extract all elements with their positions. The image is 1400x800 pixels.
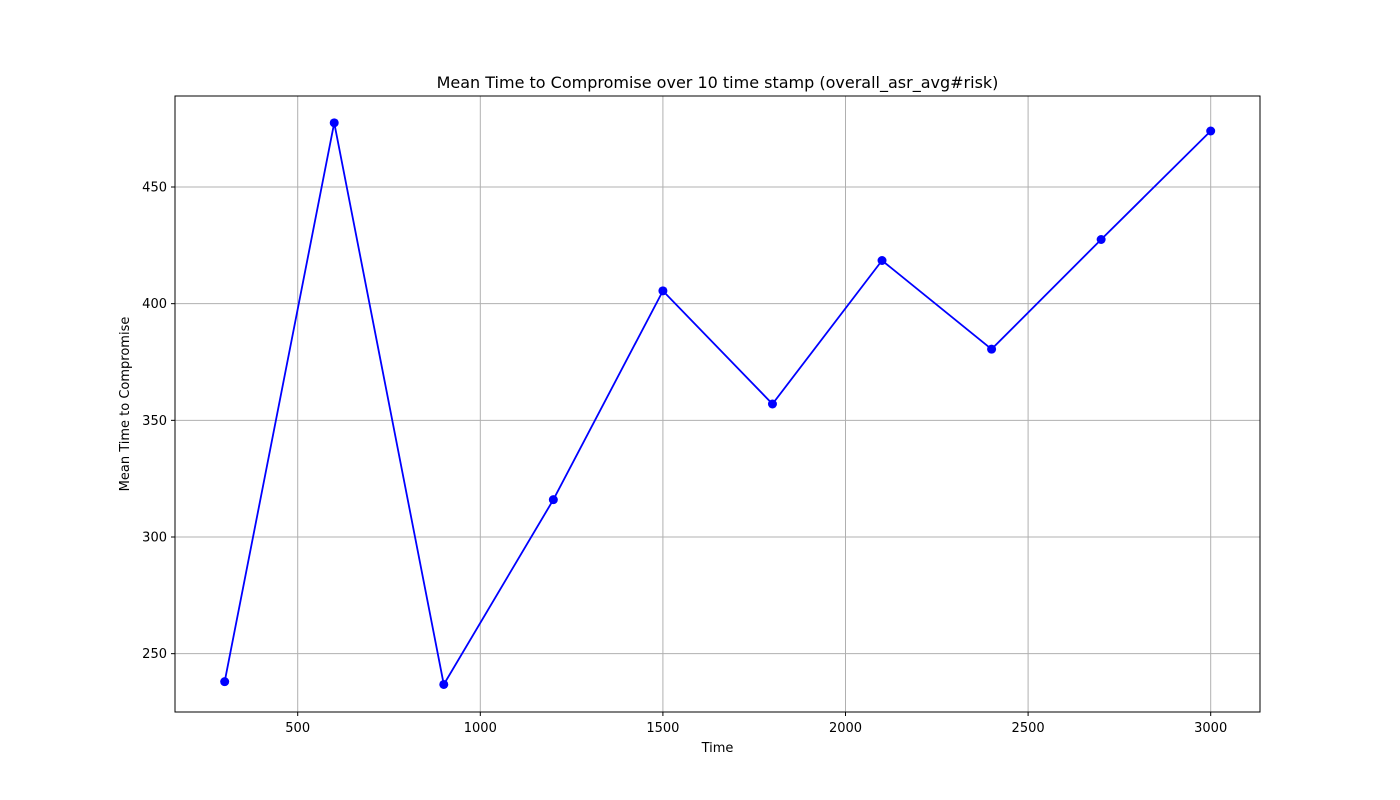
data-point [987,344,997,354]
data-point [548,495,558,505]
data-point [220,677,230,687]
data-point [329,118,339,128]
ticks: 500 1000 1500 2000 2500 3000 250 300 350 400 450 [142,181,1227,737]
x-tick-label: 1500 [646,721,679,736]
y-tick-label: 300 [142,531,167,546]
data-point [767,399,777,409]
x-tick-label: 2500 [1012,721,1045,736]
grid [175,96,1260,712]
x-axis-label: Time [701,741,734,756]
x-tick-label: 500 [285,721,310,736]
data-point [877,256,887,265]
y-axis-label: Mean Time to Compromise [118,317,133,492]
series [220,118,1216,689]
y-tick-label: 350 [142,414,167,429]
data-point [439,679,449,689]
y-tick-label: 450 [142,181,167,196]
x-tick-label: 3000 [1194,721,1227,736]
x-tick-label: 1000 [464,721,497,736]
x-tick-label: 2000 [829,721,862,736]
data-point [658,286,668,296]
data-point [1206,126,1216,136]
y-tick-label: 400 [142,297,167,312]
data-point [1096,235,1106,244]
y-tick-label: 250 [142,647,167,662]
chart-title: Mean Time to Compromise over 10 time sta… [437,73,999,93]
plot-frame [174,95,1261,713]
series-line [223,122,1212,687]
